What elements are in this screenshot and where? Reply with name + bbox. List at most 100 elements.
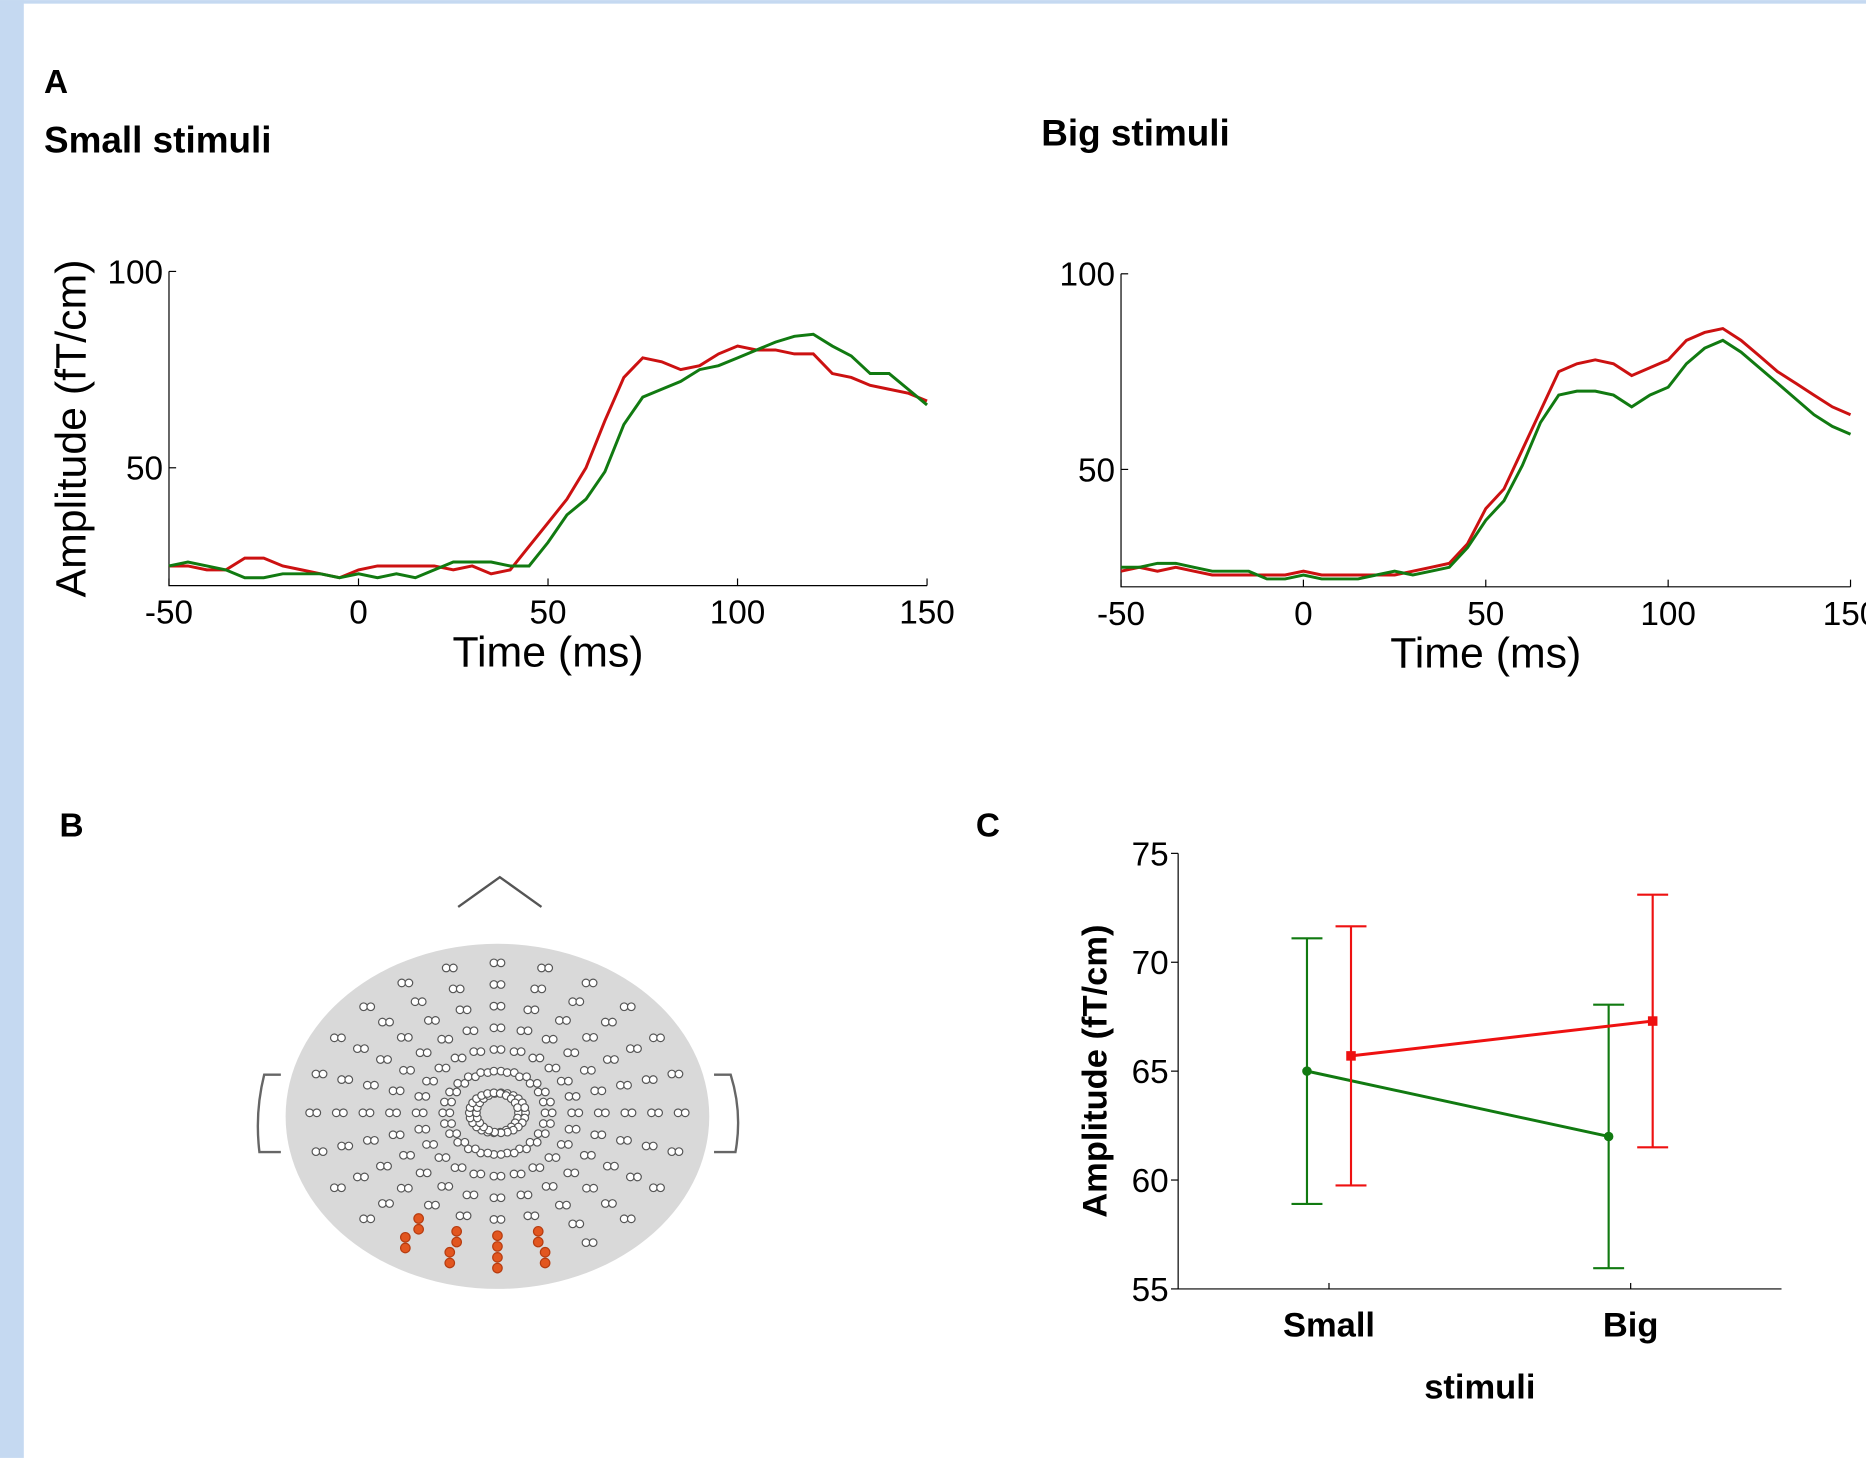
sensor xyxy=(516,1047,526,1057)
sensor xyxy=(563,1048,573,1058)
x-tick-label: Big xyxy=(1603,1307,1659,1345)
x-tick-label: Small xyxy=(1283,1307,1375,1345)
sensor xyxy=(625,1044,635,1054)
sensor xyxy=(535,1053,545,1063)
x-tick-label: 150 xyxy=(1823,596,1866,633)
sensor xyxy=(544,1153,554,1162)
sensor xyxy=(509,1148,519,1158)
sensor xyxy=(528,1163,538,1173)
sensor xyxy=(312,1108,322,1118)
sensor xyxy=(539,1246,551,1258)
sensor xyxy=(471,1144,480,1154)
sensor xyxy=(337,1033,346,1043)
sensor xyxy=(496,1150,506,1159)
sensor xyxy=(568,997,578,1007)
sensor xyxy=(403,1183,413,1193)
point xyxy=(1603,1131,1614,1142)
x-tick-label: 0 xyxy=(349,595,368,632)
ear xyxy=(256,1073,281,1154)
sensor xyxy=(452,1087,462,1097)
sensor xyxy=(460,1137,470,1147)
top-border xyxy=(0,0,1866,4)
sensor xyxy=(589,1183,599,1193)
sensor xyxy=(329,1033,339,1043)
sensor xyxy=(537,963,546,973)
y-tick-label: 50 xyxy=(126,451,163,488)
sensor xyxy=(563,1140,573,1149)
sensor xyxy=(338,1108,348,1118)
sensor xyxy=(399,1242,411,1254)
y-tick-label: 65 xyxy=(1132,1054,1169,1091)
sensor xyxy=(448,984,458,994)
sensor xyxy=(360,1044,369,1054)
x-axis-label: stimuli xyxy=(1424,1368,1535,1406)
sensor xyxy=(528,1053,538,1063)
sensor xyxy=(564,1092,574,1101)
x-tick-label: 50 xyxy=(1467,596,1504,633)
sensor xyxy=(492,1262,503,1274)
sensor xyxy=(311,1069,321,1079)
sensor xyxy=(453,1078,463,1088)
y-tick-label: 100 xyxy=(1059,257,1115,294)
sensor xyxy=(649,1033,658,1043)
sensor xyxy=(496,1001,506,1011)
sensor xyxy=(608,1017,617,1027)
line-series xyxy=(168,332,928,580)
sensor xyxy=(649,1183,658,1193)
sensor xyxy=(452,1129,462,1139)
sensor xyxy=(469,1026,479,1036)
x-tick-label: 0 xyxy=(1294,596,1313,633)
sensor xyxy=(421,1092,431,1101)
sensor xyxy=(444,1246,456,1258)
sensor xyxy=(451,1225,463,1237)
sensor xyxy=(444,1181,454,1191)
y-tick-label: 100 xyxy=(107,254,163,291)
panel-label: A xyxy=(44,64,68,101)
sensor xyxy=(546,1119,555,1128)
sensor xyxy=(489,1023,499,1033)
sensor xyxy=(337,1075,347,1084)
x-axis-label: Time (ms) xyxy=(452,629,643,677)
point xyxy=(1647,1016,1658,1026)
sensor xyxy=(451,1236,463,1248)
panel-label: B xyxy=(60,808,84,845)
sensor xyxy=(462,1211,472,1221)
sensor xyxy=(597,1130,607,1140)
y-tick-label: 50 xyxy=(1078,452,1115,489)
sensor xyxy=(358,1108,368,1118)
sensor xyxy=(476,1047,486,1057)
sensor xyxy=(406,1065,416,1075)
sensor xyxy=(539,1257,551,1269)
y-tick-label: 60 xyxy=(1132,1163,1169,1200)
sensor xyxy=(476,1169,486,1179)
sensor xyxy=(318,1147,328,1157)
line-series xyxy=(1306,1069,1609,1138)
sensor xyxy=(344,1141,354,1151)
sensor xyxy=(450,1053,460,1063)
sensor xyxy=(540,1108,550,1118)
sensor xyxy=(608,1199,617,1208)
sensor xyxy=(581,1238,591,1248)
sensor xyxy=(570,1168,580,1178)
sensor xyxy=(429,1076,439,1086)
sensor xyxy=(395,1130,405,1140)
sensor xyxy=(344,1075,354,1084)
panel-label: C xyxy=(976,808,1000,845)
sensor xyxy=(455,1005,465,1015)
sensor xyxy=(447,1119,456,1128)
sensor xyxy=(533,1129,543,1139)
sensor xyxy=(530,1005,540,1015)
sensor xyxy=(318,1069,328,1079)
sensor xyxy=(441,1153,451,1162)
sensor xyxy=(489,1215,499,1224)
sensor xyxy=(667,1069,677,1079)
sensor xyxy=(533,1087,543,1097)
sensor xyxy=(496,958,506,968)
sensor xyxy=(305,1108,315,1118)
sensor xyxy=(311,1147,321,1157)
sensor xyxy=(616,1080,625,1090)
sensor xyxy=(337,1141,347,1151)
sensor xyxy=(513,1103,523,1113)
sensor xyxy=(538,1119,548,1128)
sensor xyxy=(463,1072,473,1082)
